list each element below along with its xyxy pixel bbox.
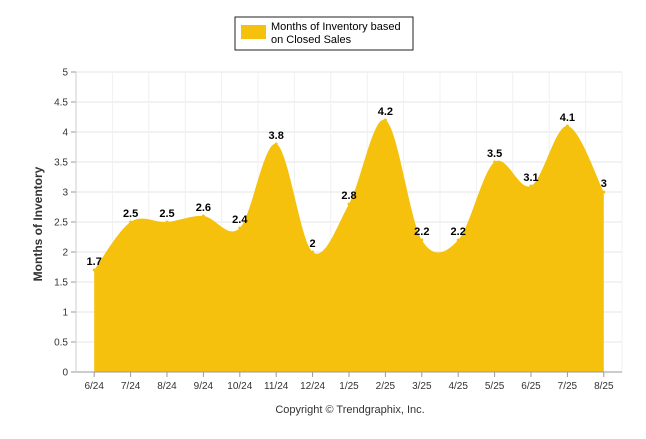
data-point	[129, 220, 133, 224]
y-tick-label: 0.5	[54, 338, 68, 349]
data-label: 2	[310, 238, 316, 250]
data-label: 2.5	[159, 208, 174, 220]
data-point	[420, 238, 424, 242]
y-tick-label: 2	[62, 248, 68, 259]
x-tick-label: 7/24	[121, 381, 141, 392]
y-tick-label: 0	[62, 368, 68, 379]
x-tick-label: 2/25	[376, 381, 396, 392]
x-tick-label: 11/24	[264, 381, 289, 392]
copyright-footer: Copyright © Trendgraphix, Inc.	[275, 404, 424, 416]
data-point	[347, 202, 351, 206]
y-tick-label: 2.5	[54, 218, 68, 229]
data-point	[311, 250, 315, 254]
y-axis-title: Months of Inventory	[31, 166, 45, 281]
y-tick-label: 1	[62, 308, 68, 319]
series-area	[92, 118, 606, 372]
x-tick-label: 8/25	[594, 381, 614, 392]
data-point	[238, 226, 242, 230]
data-point	[456, 238, 460, 242]
area-fill	[94, 119, 604, 372]
x-tick-label: 6/25	[521, 381, 541, 392]
data-label: 3.1	[523, 172, 538, 184]
x-tick-label: 8/24	[157, 381, 177, 392]
data-point	[383, 118, 387, 122]
x-tick-label: 4/25	[448, 381, 468, 392]
x-tick-label: 1/25	[339, 381, 359, 392]
data-label: 4.2	[378, 106, 393, 118]
data-point	[529, 184, 533, 188]
x-tick-label: 6/24	[84, 381, 104, 392]
data-point	[565, 124, 569, 128]
data-point	[92, 268, 96, 272]
x-tick-label: 12/24	[300, 381, 325, 392]
x-tick-label: 3/25	[412, 381, 432, 392]
data-point	[602, 190, 606, 194]
data-label: 3.5	[487, 148, 502, 160]
data-label: 2.6	[196, 202, 211, 214]
data-point	[493, 160, 497, 164]
x-tick-label: 10/24	[227, 381, 252, 392]
data-label: 2.4	[232, 214, 248, 226]
data-labels: 1.7 2.5 2.5 2.6 2.4 3.8 2 2.8 4.2 2.2 2.2 3.5 3.1 4.1…	[87, 106, 607, 268]
x-tick-label: 7/25	[558, 381, 578, 392]
data-label: 2.2	[451, 226, 466, 238]
y-tick-label: 1.5	[54, 278, 68, 289]
legend-label-line-2: on Closed Sales	[271, 34, 352, 46]
data-label: 1.7	[87, 256, 102, 268]
data-label: 3	[601, 178, 607, 190]
data-label: 2.5	[123, 208, 138, 220]
data-label: 2.8	[341, 190, 356, 202]
y-tick-label: 4.5	[54, 98, 68, 109]
y-tick-label: 3	[62, 188, 68, 199]
legend-swatch	[241, 25, 266, 39]
x-tick-label: 9/24	[194, 381, 214, 392]
data-point	[201, 214, 205, 218]
y-tick-label: 5	[62, 68, 68, 79]
legend-label-line-1: Months of Inventory based	[271, 21, 401, 33]
data-point	[274, 142, 278, 146]
axes: 0 0.5 1 1.5 2 2.5 3 3.5 4 4.5 5 6/24 7/24 8/24 9/24 10/…	[54, 68, 622, 392]
data-point	[165, 220, 169, 224]
y-tick-label: 4	[62, 128, 68, 139]
y-tick-label: 3.5	[54, 158, 68, 169]
data-label: 3.8	[269, 130, 284, 142]
legend[interactable]: Months of Inventory based on Closed Sale…	[234, 16, 414, 51]
data-label: 4.1	[560, 112, 575, 124]
data-label: 2.2	[414, 226, 429, 238]
x-tick-label: 5/25	[485, 381, 505, 392]
